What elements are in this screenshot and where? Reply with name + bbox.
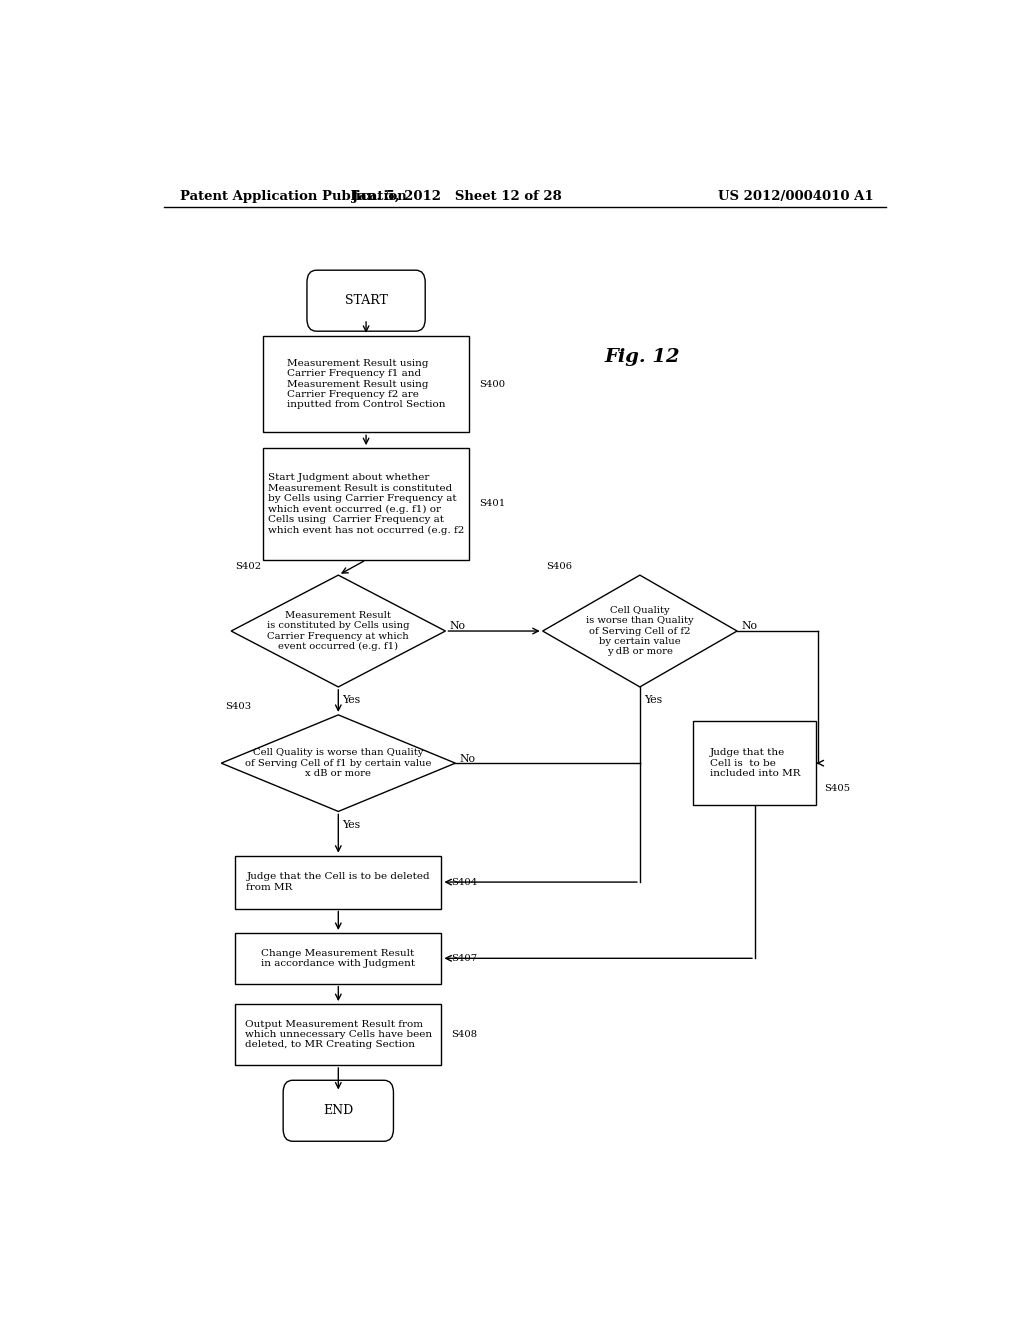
FancyBboxPatch shape — [693, 722, 816, 805]
Text: No: No — [450, 620, 465, 631]
FancyBboxPatch shape — [236, 933, 441, 983]
Text: Judge that the
Cell is  to be
included into MR: Judge that the Cell is to be included in… — [710, 748, 800, 777]
Text: START: START — [345, 294, 387, 308]
Text: S404: S404 — [451, 878, 477, 887]
Text: S402: S402 — [236, 562, 261, 572]
FancyBboxPatch shape — [263, 447, 469, 560]
Text: Measurement Result using
Carrier Frequency f1 and
Measurement Result using
Carri: Measurement Result using Carrier Frequen… — [287, 359, 445, 409]
Polygon shape — [231, 576, 445, 686]
Text: Jan. 5, 2012   Sheet 12 of 28: Jan. 5, 2012 Sheet 12 of 28 — [352, 190, 562, 203]
Text: Yes: Yes — [342, 696, 360, 705]
Text: Cell Quality
is worse than Quality
of Serving Cell of f2
by certain value
y dB o: Cell Quality is worse than Quality of Se… — [586, 606, 693, 656]
Text: S408: S408 — [451, 1030, 477, 1039]
Text: Output Measurement Result from
which unnecessary Cells have been
deleted, to MR : Output Measurement Result from which unn… — [245, 1019, 432, 1049]
Text: S405: S405 — [824, 784, 851, 793]
FancyBboxPatch shape — [236, 1005, 441, 1065]
FancyBboxPatch shape — [307, 271, 425, 331]
FancyBboxPatch shape — [284, 1080, 393, 1142]
Text: Judge that the Cell is to be deleted
from MR: Judge that the Cell is to be deleted fro… — [247, 873, 430, 892]
Polygon shape — [221, 715, 456, 812]
Text: END: END — [324, 1105, 353, 1117]
Text: Yes: Yes — [644, 696, 662, 705]
Text: S403: S403 — [225, 702, 251, 710]
Text: No: No — [741, 620, 758, 631]
Text: Fig. 12: Fig. 12 — [604, 347, 680, 366]
Text: Start Judgment about whether
Measurement Result is constituted
by Cells using Ca: Start Judgment about whether Measurement… — [268, 474, 464, 535]
Text: Change Measurement Result
in accordance with Judgment: Change Measurement Result in accordance … — [261, 949, 416, 968]
Text: S401: S401 — [479, 499, 505, 508]
Text: S406: S406 — [547, 562, 572, 572]
Text: Cell Quality is worse than Quality
of Serving Cell of f1 by certain value
x dB o: Cell Quality is worse than Quality of Se… — [245, 748, 431, 777]
Text: Measurement Result
is constituted by Cells using
Carrier Frequency at which
even: Measurement Result is constituted by Cel… — [267, 611, 410, 651]
FancyBboxPatch shape — [263, 335, 469, 433]
Polygon shape — [543, 576, 737, 686]
Text: S400: S400 — [479, 380, 505, 388]
Text: Patent Application Publication: Patent Application Publication — [179, 190, 407, 203]
Text: S407: S407 — [451, 954, 477, 962]
Text: Yes: Yes — [342, 820, 360, 829]
Text: US 2012/0004010 A1: US 2012/0004010 A1 — [719, 190, 873, 203]
FancyBboxPatch shape — [236, 855, 441, 908]
Text: No: No — [460, 754, 475, 764]
